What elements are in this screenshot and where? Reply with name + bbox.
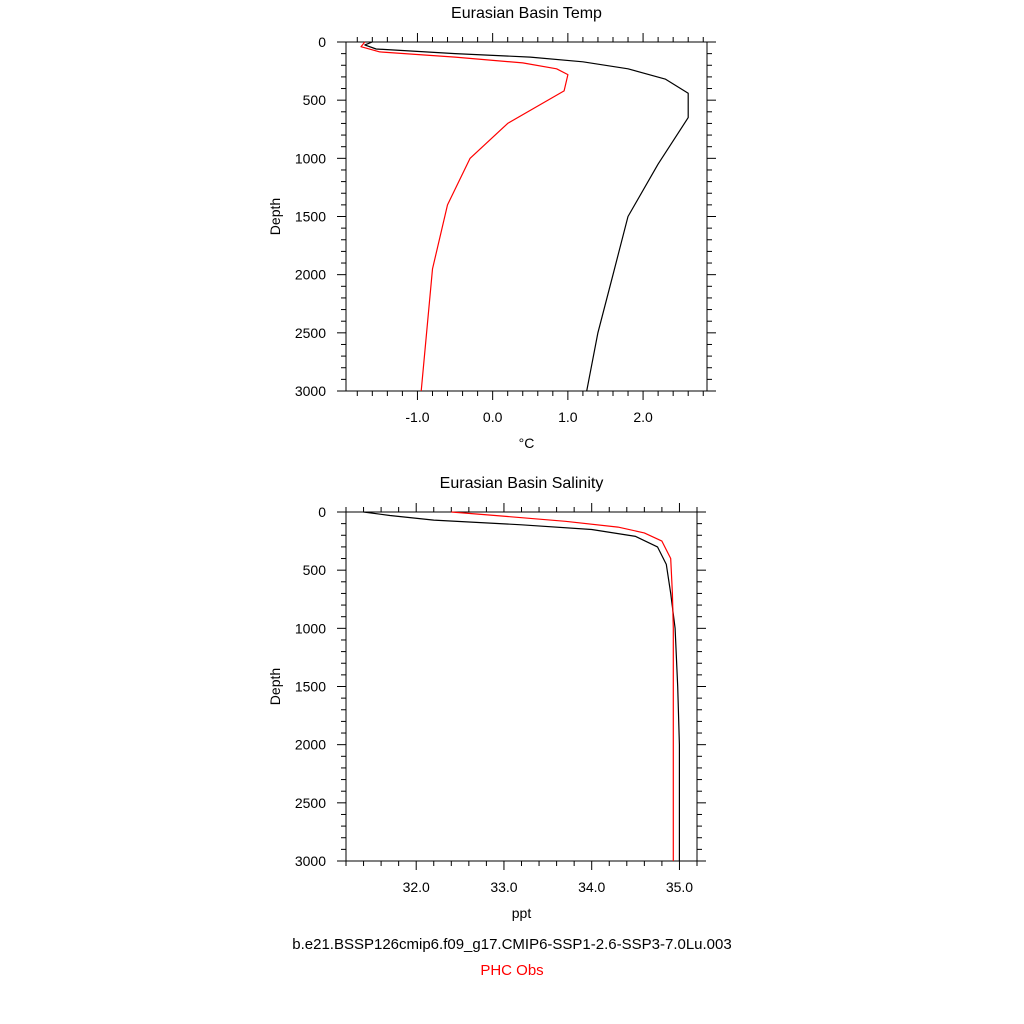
y-axis-label: Depth	[267, 668, 283, 705]
plot-frame	[345, 41, 708, 392]
y-tick-label: 0	[318, 34, 326, 50]
temperature-panel: Eurasian Basin Temp 0 500 1000 1500 2000 2500 3…	[267, 5, 716, 451]
y-tick-label: 1000	[295, 150, 326, 166]
obs-series-line	[451, 511, 674, 861]
y-tick-label: 2500	[295, 325, 326, 341]
y-tick-label: 1500	[295, 679, 326, 695]
y-tick-label: 3000	[295, 853, 326, 869]
y-tick-label: 2500	[295, 795, 326, 811]
x-tick-label: 32.0	[403, 879, 430, 895]
x-tick-label: -1.0	[405, 409, 429, 425]
chart-title: Eurasian Basin Salinity	[440, 475, 604, 492]
x-tick-label: 2.0	[633, 409, 653, 425]
y-tick-label: 0	[318, 504, 326, 520]
y-tick-label: 2000	[295, 267, 326, 283]
salinity-panel: Eurasian Basin Salinity 0 500 1000 1500 2000 2…	[267, 475, 706, 921]
obs-series-line	[360, 41, 569, 392]
x-tick-label: 35.0	[666, 879, 693, 895]
x-axis-label: °C	[519, 435, 535, 451]
model-series-line	[363, 511, 680, 861]
x-tick-label: 1.0	[558, 409, 578, 425]
y-tick-label: 1500	[295, 209, 326, 225]
x-axis-label: ppt	[512, 905, 532, 921]
x-tick-label: 0.0	[483, 409, 503, 425]
x-tick-label: 34.0	[578, 879, 605, 895]
y-tick-label: 500	[303, 92, 327, 108]
model-series-line	[364, 41, 689, 392]
y-tick-label: 2000	[295, 737, 326, 753]
plot-frame	[345, 511, 698, 862]
x-tick-label: 33.0	[490, 879, 517, 895]
y-tick-label: 3000	[295, 383, 326, 399]
chart-title: Eurasian Basin Temp	[451, 5, 602, 22]
obs-legend-label: PHC Obs	[480, 962, 544, 979]
y-tick-label: 1000	[295, 620, 326, 636]
y-tick-label: 500	[303, 562, 327, 578]
y-axis-label: Depth	[267, 198, 283, 235]
model-legend-label: b.e21.BSSP126cmip6.f09_g17.CMIP6-SSP1-2.…	[292, 936, 732, 953]
